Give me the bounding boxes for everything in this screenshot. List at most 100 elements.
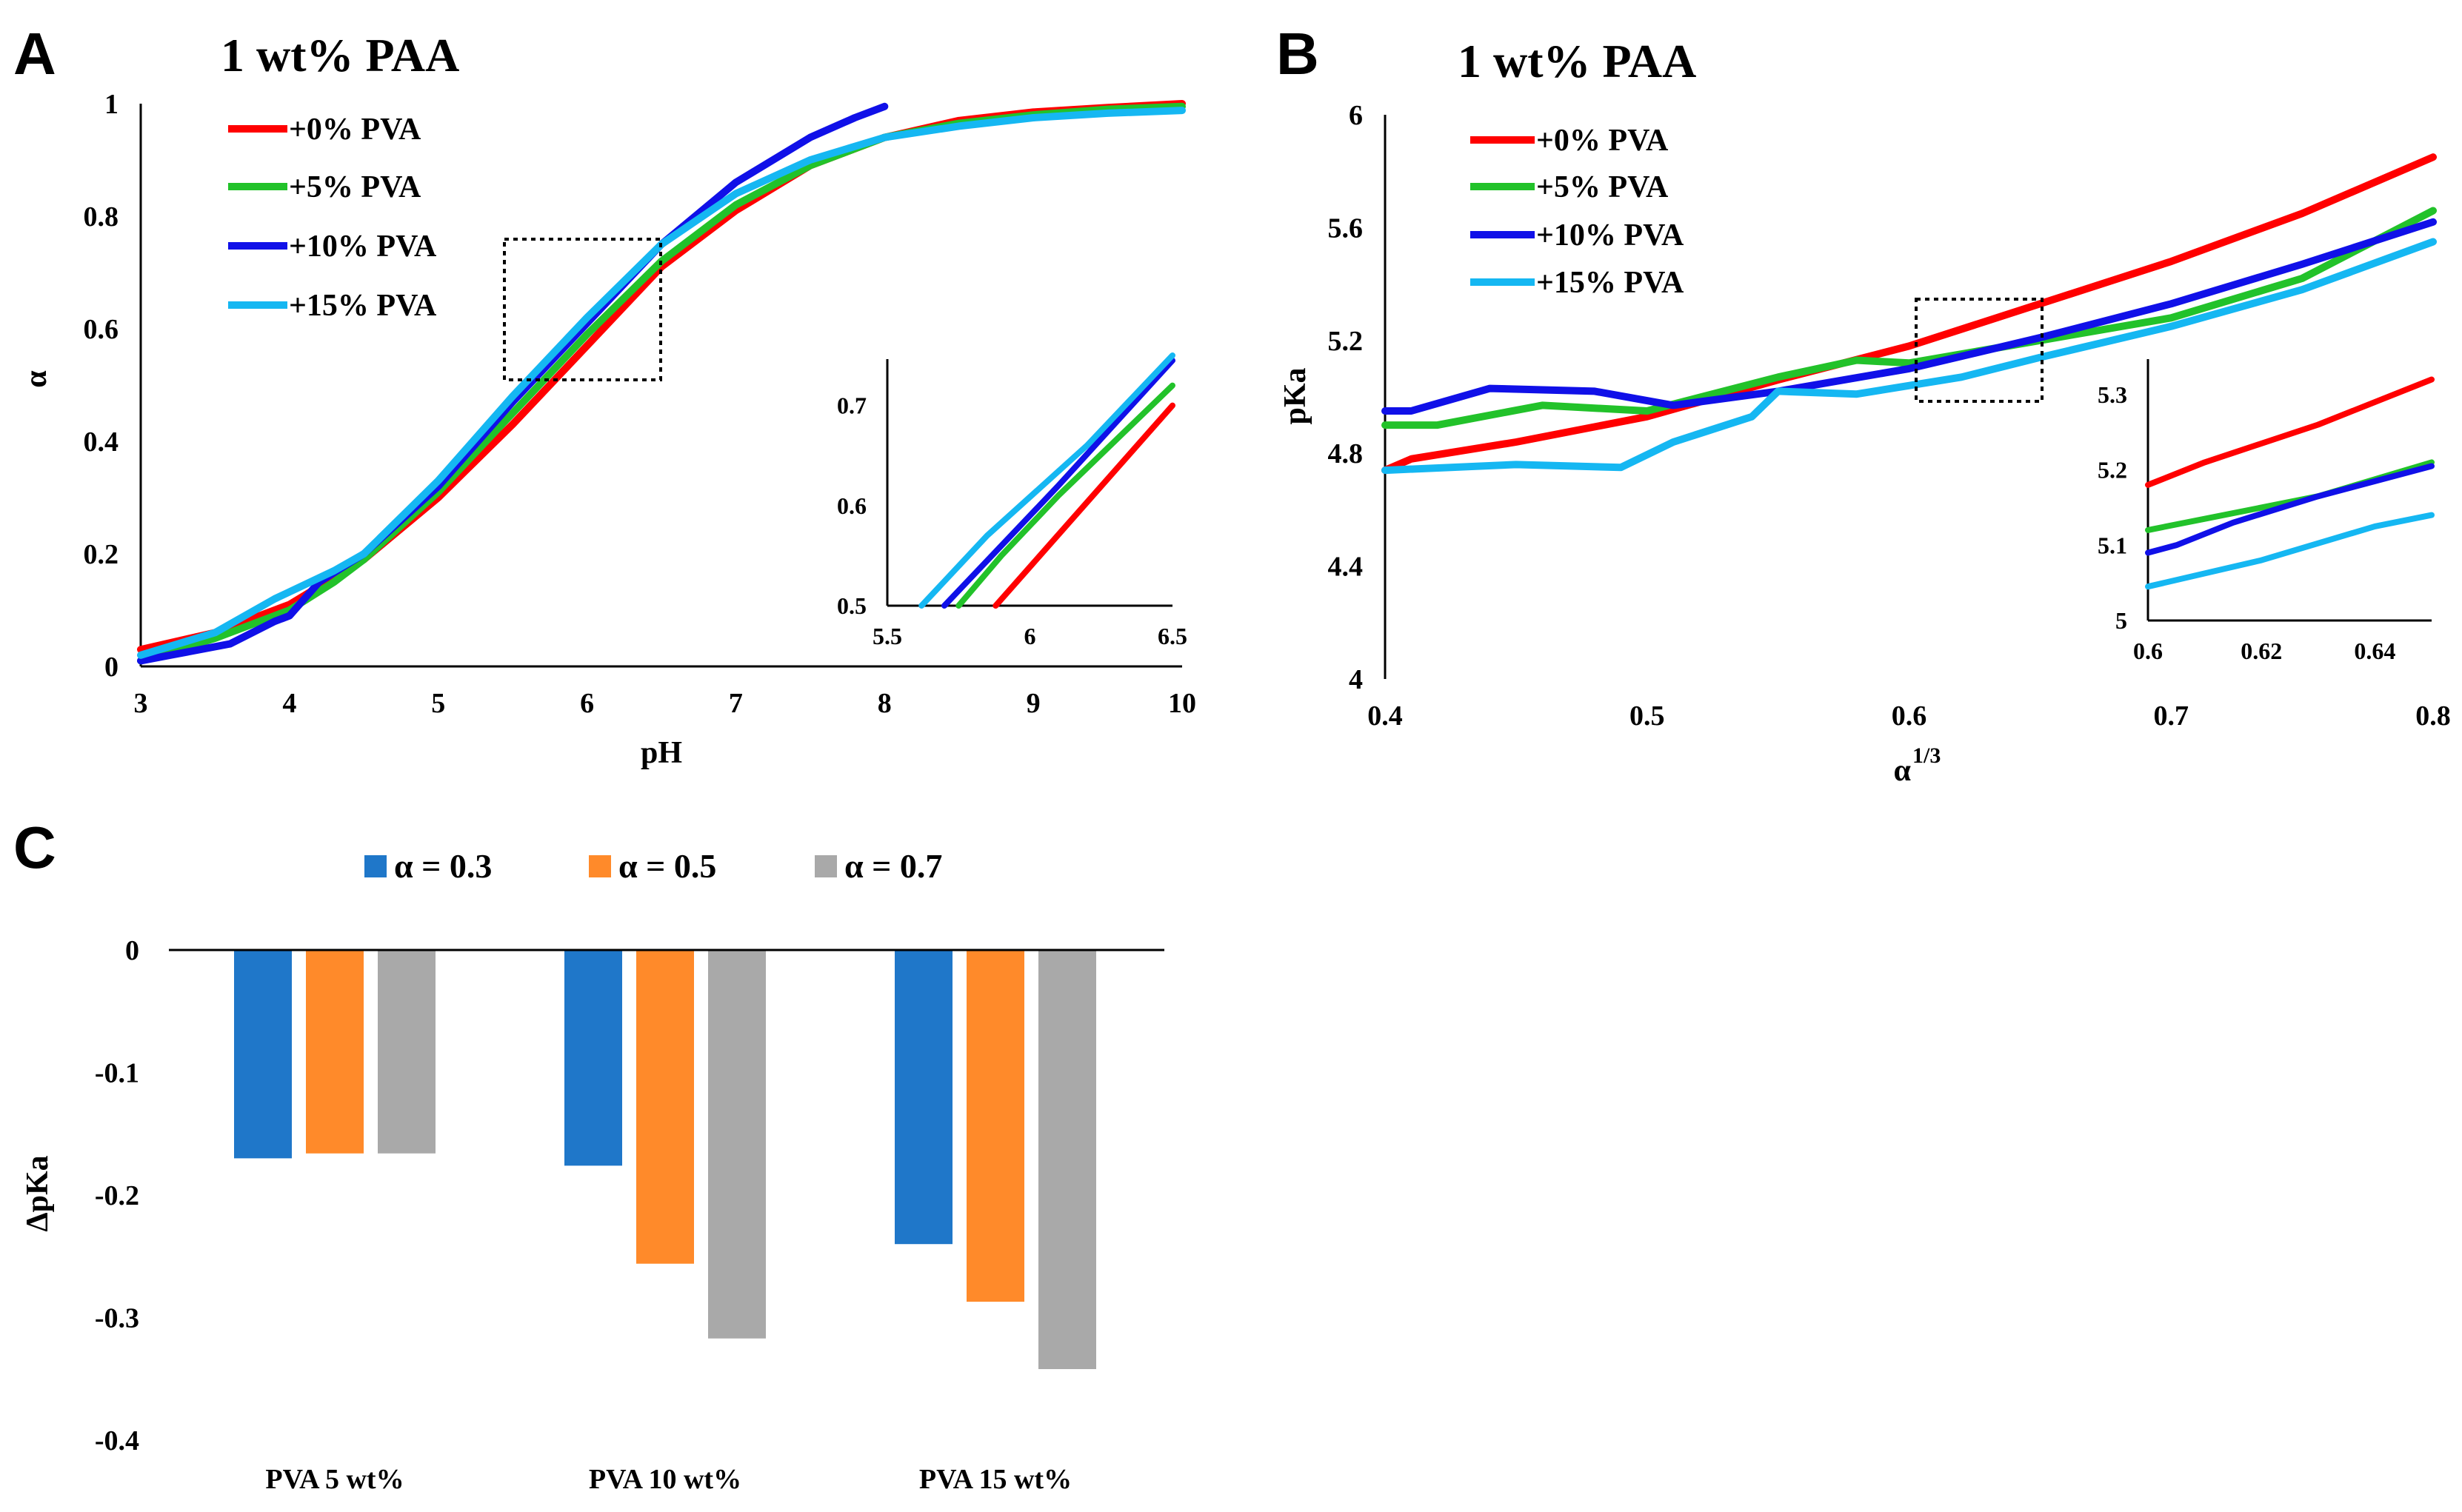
bar-0-2 (895, 950, 953, 1245)
panel-b-x-tick: 0.8 (2415, 700, 2451, 732)
panel-a-y-tick: 1 (104, 89, 119, 120)
legend-c-label-0: α = 0.3 (394, 847, 492, 885)
bar-2-0 (378, 950, 436, 1154)
panel-b-x-label-sup: 1/3 (1912, 743, 1941, 768)
panel-a-x-tick: 10 (1168, 688, 1196, 719)
panel-a-y-tick: 0 (104, 652, 119, 683)
panel-c-y-tick: -0.4 (95, 1425, 139, 1456)
panel-b-y-tick: 5.6 (1328, 213, 1364, 244)
category-label: PVA 15 wt% (919, 1464, 1072, 1495)
bar-1-2 (967, 950, 1024, 1302)
panel-a-x-tick: 9 (1027, 688, 1041, 719)
category-label: PVA 5 wt% (265, 1464, 404, 1495)
panel-a-inset-line-3 (918, 352, 1175, 609)
panel-b-x-tick: 0.4 (1367, 700, 1403, 732)
panel-b-y-tick: 4 (1349, 664, 1363, 695)
panel-c-letter: C (13, 814, 56, 880)
legend-b-label-1: +5% PVA (1536, 170, 1669, 204)
panel-a-inset-line-1 (955, 382, 1175, 609)
panel-b-x-ticks: 0.4 0.5 0.6 0.7 0.8 (1367, 700, 2451, 732)
panel-b-inset: 5 5.1 5.2 5.3 0.6 0.62 0.64 (2098, 359, 2435, 664)
panel-a-x-tick: 5 (431, 688, 445, 719)
panel-a-legend: +0% PVA +5% PVA +10% PVA +15% PVA (228, 113, 437, 323)
panel-b-inset-y-tick: 5.2 (2098, 457, 2127, 484)
panel-a-letter: A (13, 21, 56, 87)
panel-a-y-tick: 0.2 (84, 539, 119, 570)
panel-a-title: 1 wt% PAA (221, 29, 459, 81)
panel-b-inset-line-0 (2145, 376, 2435, 488)
panel-b-x-label: α (1894, 754, 1912, 788)
category-label: PVA 10 wt% (589, 1464, 741, 1495)
panel-c-y-tick: -0.1 (95, 1058, 139, 1089)
panel-b-inset-x-tick: 0.64 (2354, 638, 2395, 664)
panel-b-inset-x-tick: 0.6 (2133, 638, 2163, 664)
panel-c-y-ticks: 0 -0.1 -0.2 -0.3 -0.4 (95, 935, 139, 1456)
panel-a-series (137, 100, 1186, 665)
legend-a-label-3: +15% PVA (289, 289, 437, 323)
panel-a-x-label: pH (641, 736, 682, 770)
panel-a-inset-series (918, 352, 1175, 609)
panel-a-x-tick: 6 (580, 688, 594, 719)
panel-b-inset-line-1 (2145, 459, 2435, 533)
panel-b-letter: B (1276, 21, 1319, 87)
panel-a-x-tick: 8 (878, 688, 892, 719)
panel-a-inset-x-tick: 6.5 (1158, 623, 1187, 649)
panel-c-bars (234, 950, 1096, 1370)
panel-c-y-label: ΔpKa (21, 1155, 55, 1231)
panel-a-inset-x-tick: 6 (1024, 623, 1036, 649)
panel-a-y-label: α (19, 370, 53, 388)
panel-c-y-tick: -0.3 (95, 1303, 139, 1334)
panel-b-inset-ticks: 5 5.1 5.2 5.3 0.6 0.62 0.64 (2098, 381, 2395, 664)
legend-b-label-2: +10% PVA (1536, 218, 1684, 252)
legend-c-label-1: α = 0.5 (618, 847, 716, 885)
panel-a-inset-ticks: 0.5 0.6 0.7 5.5 6 6.5 (837, 392, 1187, 649)
panel-a-y-tick: 0.6 (84, 314, 119, 345)
panel-b-inset-series (2145, 376, 2435, 590)
panel-b-x-tick: 0.6 (1892, 700, 1927, 732)
panel-a-inset-y-tick: 0.7 (837, 392, 867, 419)
legend-b-label-0: +0% PVA (1536, 124, 1669, 158)
panel-b-y-ticks: 4 4.4 4.8 5.2 5.6 6 (1328, 100, 1364, 695)
panel-b-y-tick: 5.2 (1328, 326, 1364, 357)
legend-c-swatch-2 (815, 855, 837, 877)
panel-b-y-label: pKa (1278, 367, 1312, 424)
panel-a-inset-line-0 (993, 402, 1175, 609)
panel-a-x-tick: 7 (729, 688, 743, 719)
panel-a-series-line-2 (137, 102, 889, 665)
legend-c-swatch-0 (364, 855, 387, 877)
panel-c-y-tick: -0.2 (95, 1180, 139, 1211)
panel-a-series-line-3 (137, 107, 1186, 659)
legend-a-label-2: +10% PVA (289, 230, 437, 264)
panel-c-legend: α = 0.3 α = 0.5 α = 0.7 (364, 847, 942, 885)
panel-c: C α = 0.3 α = 0.5 α = 0.7 0 -0.1 -0.2 -0.3 -… (13, 814, 1164, 1495)
panel-b-y-tick: 6 (1349, 100, 1363, 131)
panel-a-y-tick: 0.8 (84, 201, 119, 233)
bar-1-1 (636, 950, 694, 1264)
panel-b: B 1 wt% PAA 44.44.85.25.66 0.4 0.5 0.6 0.7 0… (1276, 21, 2451, 788)
panel-b-inset-y-tick: 5.1 (2098, 532, 2127, 558)
legend-c-swatch-1 (589, 855, 611, 877)
panel-a: A 1 wt% PAA 00.20.40.60.81 3 4 5 6 7 8 9 10 pH … (13, 21, 1196, 770)
panel-c-categories: PVA 5 wt% PVA 10 wt% PVA 15 wt% (265, 1464, 1072, 1495)
panel-b-title: 1 wt% PAA (1458, 35, 1696, 87)
panel-b-inset-y-tick: 5 (2115, 607, 2127, 634)
legend-b-label-3: +15% PVA (1536, 266, 1684, 300)
panel-a-zoom-box (503, 238, 662, 381)
legend-c-label-2: α = 0.7 (844, 847, 942, 885)
panel-b-x-tick: 0.7 (2154, 700, 2189, 732)
panel-a-inset-y-tick: 0.6 (837, 492, 867, 519)
panel-b-inset-y-tick: 5.3 (2098, 381, 2127, 408)
panel-b-y-tick: 4.4 (1328, 552, 1364, 583)
panel-b-inset-line-3 (2145, 512, 2435, 590)
panel-b-series-line-3 (1381, 238, 2437, 475)
panel-b-series (1381, 153, 2437, 475)
panel-b-series-line-1 (1381, 207, 2437, 429)
panel-a-inset-line-2 (941, 357, 1175, 609)
bar-0-1 (564, 950, 622, 1166)
panel-b-legend: +0% PVA +5% PVA +10% PVA +15% PVA (1470, 124, 1684, 300)
panel-b-x-tick: 0.5 (1629, 700, 1665, 732)
panel-a-x-ticks: 3 4 5 6 7 8 9 10 (134, 688, 1197, 719)
panel-a-inset: 0.5 0.6 0.7 5.5 6 6.5 (837, 352, 1187, 649)
panel-a-inset-x-tick: 5.5 (873, 623, 902, 649)
